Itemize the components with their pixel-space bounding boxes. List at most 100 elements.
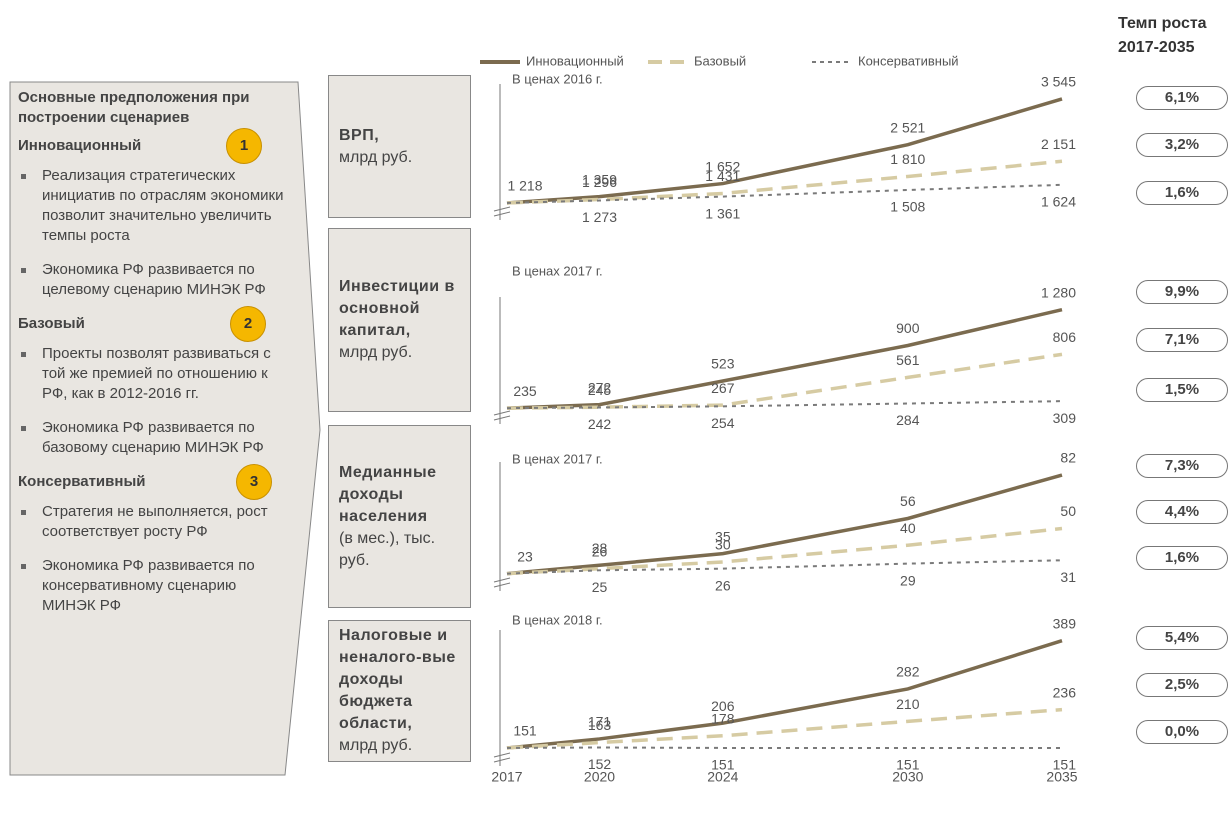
axis-break [493,211,511,217]
scenario-title: Основные предположения при построении сц… [18,89,250,126]
bullet: Проекты позволят развиваться с той же пр… [21,344,292,404]
price-note: В ценах 2017 г. [512,263,603,278]
growth-rate: 6,1% [1136,86,1228,110]
data-label: 272 [588,379,612,395]
data-label: 1 624 [1041,194,1076,210]
data-label: 56 [900,493,916,509]
growth-rate: 1,6% [1136,181,1228,205]
indicator-label-bold: Налоговые и неналого-вые доходы бюджета … [339,627,456,732]
series-line [506,526,1063,576]
scenario-panel: Основные предположения при построении сц… [18,88,298,630]
data-label: 28 [592,540,608,556]
price-note: В ценах 2017 г. [512,451,603,466]
data-label: 1 273 [582,209,617,225]
data-label: 1 652 [705,158,740,174]
data-label: 210 [896,696,920,712]
axis-break [493,206,511,212]
indicator-label-unit: (в мес.), тыс. руб. [339,529,436,569]
data-label: 254 [711,415,735,431]
growth-title-line: Темп роста [1118,15,1207,32]
data-label: 151 [513,723,537,739]
growth-rate: 5,4% [1136,626,1228,650]
data-label: 1 280 [1041,284,1076,300]
bullet: Стратегия не выполняется, рост соответст… [21,502,292,542]
scenario-name-text: Базовый [18,315,85,332]
scenario-name: Базовый 2 [18,306,298,342]
growth-rate: 0,0% [1136,720,1228,744]
data-label: 1 508 [890,199,925,215]
data-label: 309 [1053,410,1077,426]
growth-rate: 3,2% [1136,133,1228,157]
data-label: 1 359 [582,171,617,187]
data-label: 35 [715,528,731,544]
bullet: Экономика РФ развивается по консервативн… [21,556,292,616]
data-label: 163 [588,717,612,733]
indicator-label-bold: Медианные доходы населения [339,463,437,525]
data-label: 23 [517,548,533,564]
data-label: 26 [715,577,731,593]
data-label: 29 [900,572,916,588]
axis-break [493,410,511,416]
bullet-list: Реализация стратегических инициатив по о… [18,166,298,300]
data-label: 282 [896,664,920,680]
data-label: 267 [711,380,735,396]
legend-label: Базовый [694,53,746,68]
x-tick-label: 2030 [892,769,923,785]
data-label: 236 [1053,684,1077,700]
bullet-list: Проекты позволят развиваться с той же пр… [18,344,298,458]
price-note: В ценах 2016 г. [512,71,603,86]
scenario-number: 2 [230,306,266,342]
scenario-name: Консервативный 3 [18,464,298,500]
growth-rate: 7,3% [1136,454,1228,478]
data-label: 242 [588,416,612,432]
indicator-label-unit: млрд руб. [339,148,413,166]
legend-label: Инновационный [526,53,624,68]
bullet-list: Стратегия не выполняется, рост соответст… [18,502,298,616]
axis-break [493,757,511,763]
data-label: 171 [588,714,612,730]
growth-rate: 4,4% [1136,500,1228,524]
axis-break [493,577,511,583]
data-label: 2 521 [890,119,925,135]
series-line [506,400,1063,410]
series-line [506,159,1063,205]
scenario-name-text: Консервативный [18,473,146,490]
data-label: 245 [588,382,612,398]
scenario-number: 1 [226,128,262,164]
indicator-label: Налоговые и неналого-вые доходы бюджета … [328,620,471,762]
x-tick-label: 2035 [1046,769,1077,785]
growth-title: Темп роста 2017-2035 [1118,12,1207,60]
data-label: 151 [711,757,735,773]
scenario-name: Инновационный 1 [18,128,298,164]
data-label: 40 [900,520,916,536]
data-label: 151 [1053,757,1077,773]
data-label: 2 151 [1041,136,1076,152]
bullet: Экономика РФ развивается по целевому сце… [21,260,292,300]
growth-title-line: 2017-2035 [1118,39,1195,56]
axis-break [493,582,511,588]
data-label: 3 545 [1041,74,1076,90]
data-label: 206 [711,698,735,714]
series-line [506,639,1063,750]
data-label: 1 361 [705,205,740,221]
data-label: 1 810 [890,151,925,167]
series-line [506,183,1063,204]
data-label: 235 [513,383,537,399]
data-label: 389 [1053,615,1077,631]
data-label: 25 [592,579,608,595]
data-label: 82 [1060,450,1076,466]
bullet: Экономика РФ развивается по базовому сце… [21,418,292,458]
data-label: 900 [896,320,920,336]
data-label: 561 [896,352,920,368]
data-label: 152 [588,756,612,772]
growth-rate: 7,1% [1136,328,1228,352]
series-line [506,97,1063,205]
series-line [506,352,1063,410]
series-line [506,707,1063,750]
legend-label: Консервативный [858,53,959,68]
data-label: 523 [711,356,735,372]
indicator-label-bold: ВРП, [339,126,380,144]
bullet: Реализация стратегических инициатив по о… [21,166,292,246]
indicator-label-unit: млрд руб. [339,737,413,754]
